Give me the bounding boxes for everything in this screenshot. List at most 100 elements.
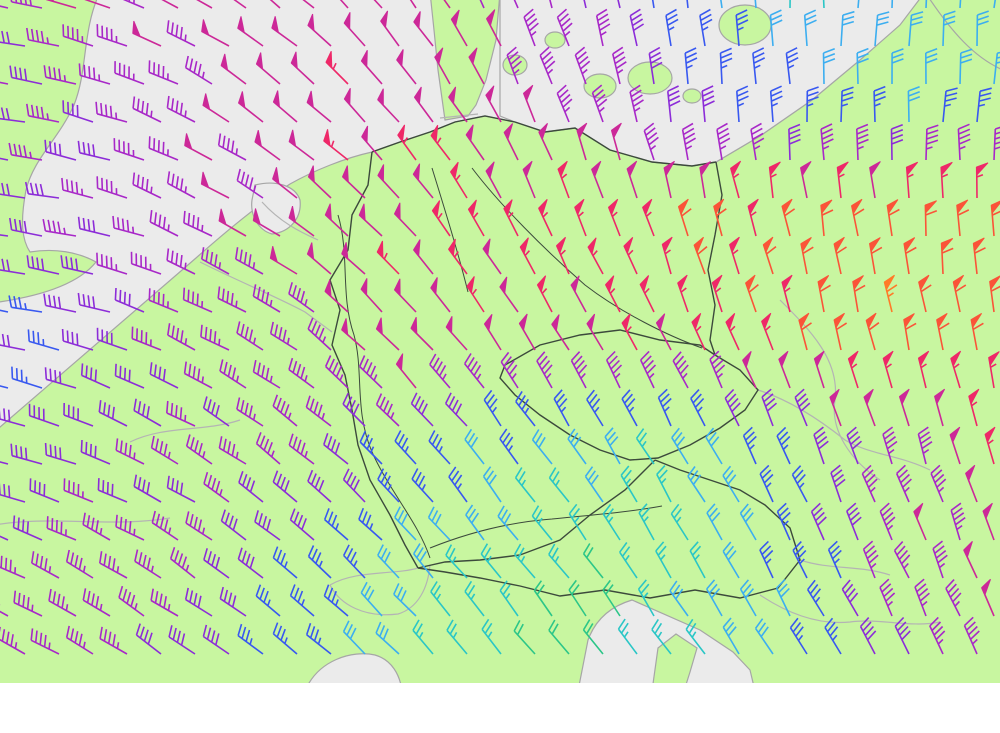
wind-barb	[681, 122, 696, 161]
wind-barb	[701, 85, 715, 123]
wind-barb	[60, 255, 94, 275]
wind-barb	[803, 9, 817, 47]
wind-barb	[807, 579, 825, 617]
wind-barb	[643, 122, 659, 161]
wind-barb	[0, 107, 26, 123]
wind-barb-pennant	[713, 198, 725, 216]
wind-barb	[582, 619, 604, 655]
wind-barb-pennant	[431, 200, 441, 219]
wind-barb	[667, 85, 681, 123]
wind-barb	[464, 428, 485, 465]
wind-barb	[62, 24, 94, 47]
wind-barb	[375, 621, 400, 655]
wind-barb-pennant	[445, 316, 453, 335]
wind-barb-pennant	[556, 236, 566, 255]
wind-barb-pennant	[361, 125, 369, 144]
wind-barb	[96, 24, 128, 47]
wind-barb	[861, 464, 878, 503]
wind-barb	[77, 216, 111, 237]
wind-barb	[132, 172, 162, 199]
wind-barb	[820, 123, 834, 161]
wind-barb	[917, 426, 933, 465]
wind-barb	[77, 292, 111, 313]
status-bar: Wind 500 hPa [kts] ECMWF Sa 04-01-2025 0…	[0, 683, 1000, 733]
wind-barb-pennant	[941, 237, 954, 253]
wind-barb	[323, 508, 349, 541]
wind-barb-pennant	[729, 236, 740, 254]
wind-barb-pennant	[410, 316, 418, 335]
wind-barb	[307, 317, 332, 351]
wind-barb	[183, 361, 213, 389]
wind-barb-pennant	[814, 350, 825, 368]
wind-barb	[813, 426, 829, 465]
wind-barb	[567, 428, 587, 465]
wind-barb	[410, 392, 434, 427]
wind-barb-pennant	[468, 47, 478, 66]
wind-barb-pennant	[913, 502, 924, 521]
wind-barb	[893, 541, 911, 579]
country-border-light	[199, 261, 333, 333]
wind-barb	[531, 505, 553, 541]
wind-barb	[272, 394, 298, 427]
wind-barb-pennant	[218, 208, 227, 226]
wind-barb-pennant	[523, 84, 534, 102]
wind-barb-pennant	[341, 318, 349, 337]
wind-barb	[133, 398, 162, 427]
wind-barb-pennant	[587, 237, 597, 256]
wind-barb	[620, 465, 638, 503]
wind-barb-pennant	[255, 52, 264, 71]
wind-barb-pennant	[557, 160, 568, 178]
wind-barb	[65, 625, 94, 655]
wind-barb	[114, 287, 145, 313]
wind-barb-pennant	[450, 161, 459, 180]
wind-barb-pennant	[467, 199, 477, 218]
wind-barb	[448, 466, 468, 503]
wind-barb-pennant	[836, 161, 849, 177]
wind-barb-pennant	[699, 161, 711, 177]
wind-barb	[595, 8, 611, 47]
wind-barb	[591, 84, 608, 123]
wind-barb	[219, 586, 247, 617]
wind-barb	[794, 388, 811, 427]
wind-barb	[203, 548, 230, 579]
wind-barb	[879, 502, 896, 541]
country-border-dark	[371, 115, 717, 167]
wind-barb	[12, 515, 43, 541]
wind-barb	[44, 139, 77, 161]
wind-barb	[61, 177, 94, 199]
wind-barb-pennant	[924, 200, 937, 215]
wind-barb	[8, 142, 43, 161]
wind-barb	[582, 543, 604, 579]
wind-barb-pennant	[982, 502, 993, 520]
wind-barb-pennant	[538, 123, 548, 141]
wind-barb-pennant	[781, 198, 793, 216]
wind-barb	[722, 465, 740, 503]
wind-barb	[742, 426, 757, 465]
wind-barb	[62, 100, 94, 123]
wind-barb-pennant	[499, 276, 508, 295]
wind-barb-pennant	[936, 312, 948, 329]
wind-barb	[638, 503, 655, 541]
wind-barb-pennant	[413, 86, 422, 105]
wind-barb	[0, 182, 26, 199]
wind-barb	[761, 388, 778, 427]
wind-barb	[925, 124, 939, 161]
wind-barb	[879, 578, 896, 617]
wind-barb	[0, 555, 26, 579]
wind-barb	[185, 511, 213, 541]
wind-barb	[342, 392, 366, 427]
wind-barb	[739, 579, 757, 617]
wind-barb	[669, 580, 689, 617]
wind-barb	[548, 467, 570, 503]
wind-barb	[130, 251, 162, 275]
wind-barb-pennant	[482, 238, 491, 257]
wind-barb	[131, 326, 162, 351]
wind-barb	[166, 20, 196, 47]
wind-barb-pennant	[605, 275, 615, 293]
wind-barb	[690, 389, 706, 427]
wind-barb	[671, 427, 689, 465]
wind-barb-pennant	[574, 198, 585, 216]
wind-barb	[0, 626, 26, 655]
wind-barb-pennant	[288, 205, 297, 224]
